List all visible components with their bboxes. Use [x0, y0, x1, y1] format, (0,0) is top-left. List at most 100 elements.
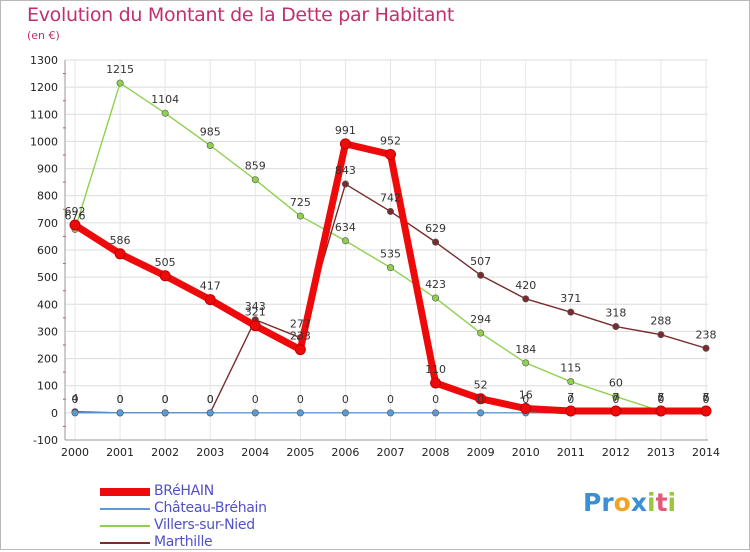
data-label-marthille: 0 [207, 393, 214, 406]
data-label-chateau-brehain: 0 [117, 393, 124, 406]
x-tick-label: 2011 [557, 446, 585, 459]
data-label-marthille: 420 [515, 279, 536, 292]
data-point-brehain [430, 377, 442, 389]
data-point-brehain [700, 405, 712, 417]
data-label-marthille: 318 [605, 307, 626, 320]
x-tick-label: 2006 [331, 446, 359, 459]
data-point-brehain [655, 405, 667, 417]
y-tick-label: -100 [33, 434, 58, 447]
y-tick-label: 1300 [30, 54, 58, 67]
data-label-marthille: 843 [335, 164, 356, 177]
data-label-brehain: 7 [703, 391, 710, 404]
data-point-marthille [386, 207, 394, 215]
data-label-marthille: 288 [650, 315, 671, 328]
data-label-villers-sur-nied: 676 [65, 209, 86, 222]
x-tick-label: 2002 [151, 446, 179, 459]
data-label-brehain: 991 [335, 124, 356, 137]
data-point-brehain [475, 393, 487, 405]
y-tick-label: 300 [37, 325, 58, 338]
legend-swatch [100, 542, 150, 544]
data-label-villers-sur-nied: 294 [470, 313, 491, 326]
data-label-villers-sur-nied: 6 [657, 391, 664, 404]
data-point-marthille [612, 323, 620, 331]
data-label-brehain: 233 [290, 330, 311, 343]
data-label-brehain: 952 [380, 134, 401, 147]
chart-title: Evolution du Montant de la Dette par Hab… [27, 4, 455, 26]
data-point-marthille [432, 238, 440, 246]
y-tick-label: 1000 [30, 135, 58, 148]
chart-subtitle: (en €) [27, 29, 60, 42]
x-tick-label: 2012 [602, 446, 630, 459]
legend-swatch [100, 488, 150, 496]
data-label-brehain: 7 [612, 391, 619, 404]
x-tick-label: 2007 [377, 446, 405, 459]
data-label-brehain: 16 [519, 389, 533, 402]
data-point-villers-sur-nied [612, 393, 620, 401]
data-label-brehain: 505 [155, 256, 176, 269]
data-point-chateau-brehain [432, 409, 440, 417]
logo-letter: i [667, 488, 677, 517]
data-point-brehain [204, 294, 216, 306]
data-point-chateau-brehain [296, 409, 304, 417]
data-label-chateau-brehain: 0 [567, 393, 574, 406]
data-label-brehain: 52 [474, 379, 488, 392]
data-label-marthille: 0 [162, 393, 169, 406]
data-label-chateau-brehain: 0 [162, 393, 169, 406]
data-point-marthille [567, 308, 575, 316]
data-point-chateau-brehain [251, 409, 259, 417]
x-tick-label: 2005 [286, 446, 314, 459]
logo-letter: r [601, 488, 614, 517]
data-label-chateau-brehain: 0 [703, 393, 710, 406]
data-label-marthille: 629 [425, 222, 446, 235]
data-point-chateau-brehain [341, 409, 349, 417]
legend-label: Château-Bréhain [154, 500, 267, 516]
data-label-chateau-brehain: 0 [477, 393, 484, 406]
data-point-villers-sur-nied [251, 176, 259, 184]
data-point-villers-sur-nied [522, 359, 530, 367]
data-label-chateau-brehain: 0 [252, 393, 259, 406]
x-tick-label: 2003 [196, 446, 224, 459]
y-tick-label: 200 [37, 353, 58, 366]
data-label-marthille: 4 [72, 392, 79, 405]
data-point-marthille [657, 331, 665, 339]
x-tick-label: 2001 [106, 446, 134, 459]
data-label-brehain: 7 [657, 391, 664, 404]
y-tick-label: 800 [37, 190, 58, 203]
x-tick-label: 2008 [422, 446, 450, 459]
logo-letter: o [613, 488, 631, 517]
legend-swatch [100, 508, 150, 510]
data-point-chateau-brehain [477, 409, 485, 417]
data-label-brehain: 110 [425, 363, 446, 376]
y-tick-label: 1100 [30, 108, 58, 121]
data-label-villers-sur-nied: 725 [290, 196, 311, 209]
data-label-chateau-brehain: 0 [612, 393, 619, 406]
y-tick-label: 400 [37, 298, 58, 311]
series-layer [69, 79, 712, 417]
x-tick-label: 2009 [467, 446, 495, 459]
data-label-brehain: 417 [200, 280, 221, 293]
data-point-villers-sur-nied [567, 378, 575, 386]
data-point-brehain [114, 248, 126, 260]
data-label-villers-sur-nied: 423 [425, 278, 446, 291]
data-point-brehain [520, 403, 532, 415]
data-label-marthille: 507 [470, 255, 491, 268]
data-label-brehain: 692 [65, 205, 86, 218]
y-tick-label: 1200 [30, 81, 58, 94]
x-tick-label: 2004 [241, 446, 269, 459]
data-point-brehain [69, 219, 81, 231]
data-point-villers-sur-nied [341, 237, 349, 245]
data-point-marthille [477, 271, 485, 279]
data-label-marthille: 277 [290, 318, 311, 331]
data-label-marthille: 0 [117, 393, 124, 406]
logo-letter: t [655, 488, 668, 517]
y-tick-label: 100 [37, 380, 58, 393]
data-point-brehain [159, 270, 171, 282]
data-label-brehain: 586 [110, 234, 131, 247]
data-point-brehain [339, 138, 351, 150]
legend-label: Marthille [154, 534, 213, 550]
data-label-chateau-brehain: 0 [657, 393, 664, 406]
data-label-villers-sur-nied: 985 [200, 126, 221, 139]
data-point-brehain [565, 405, 577, 417]
